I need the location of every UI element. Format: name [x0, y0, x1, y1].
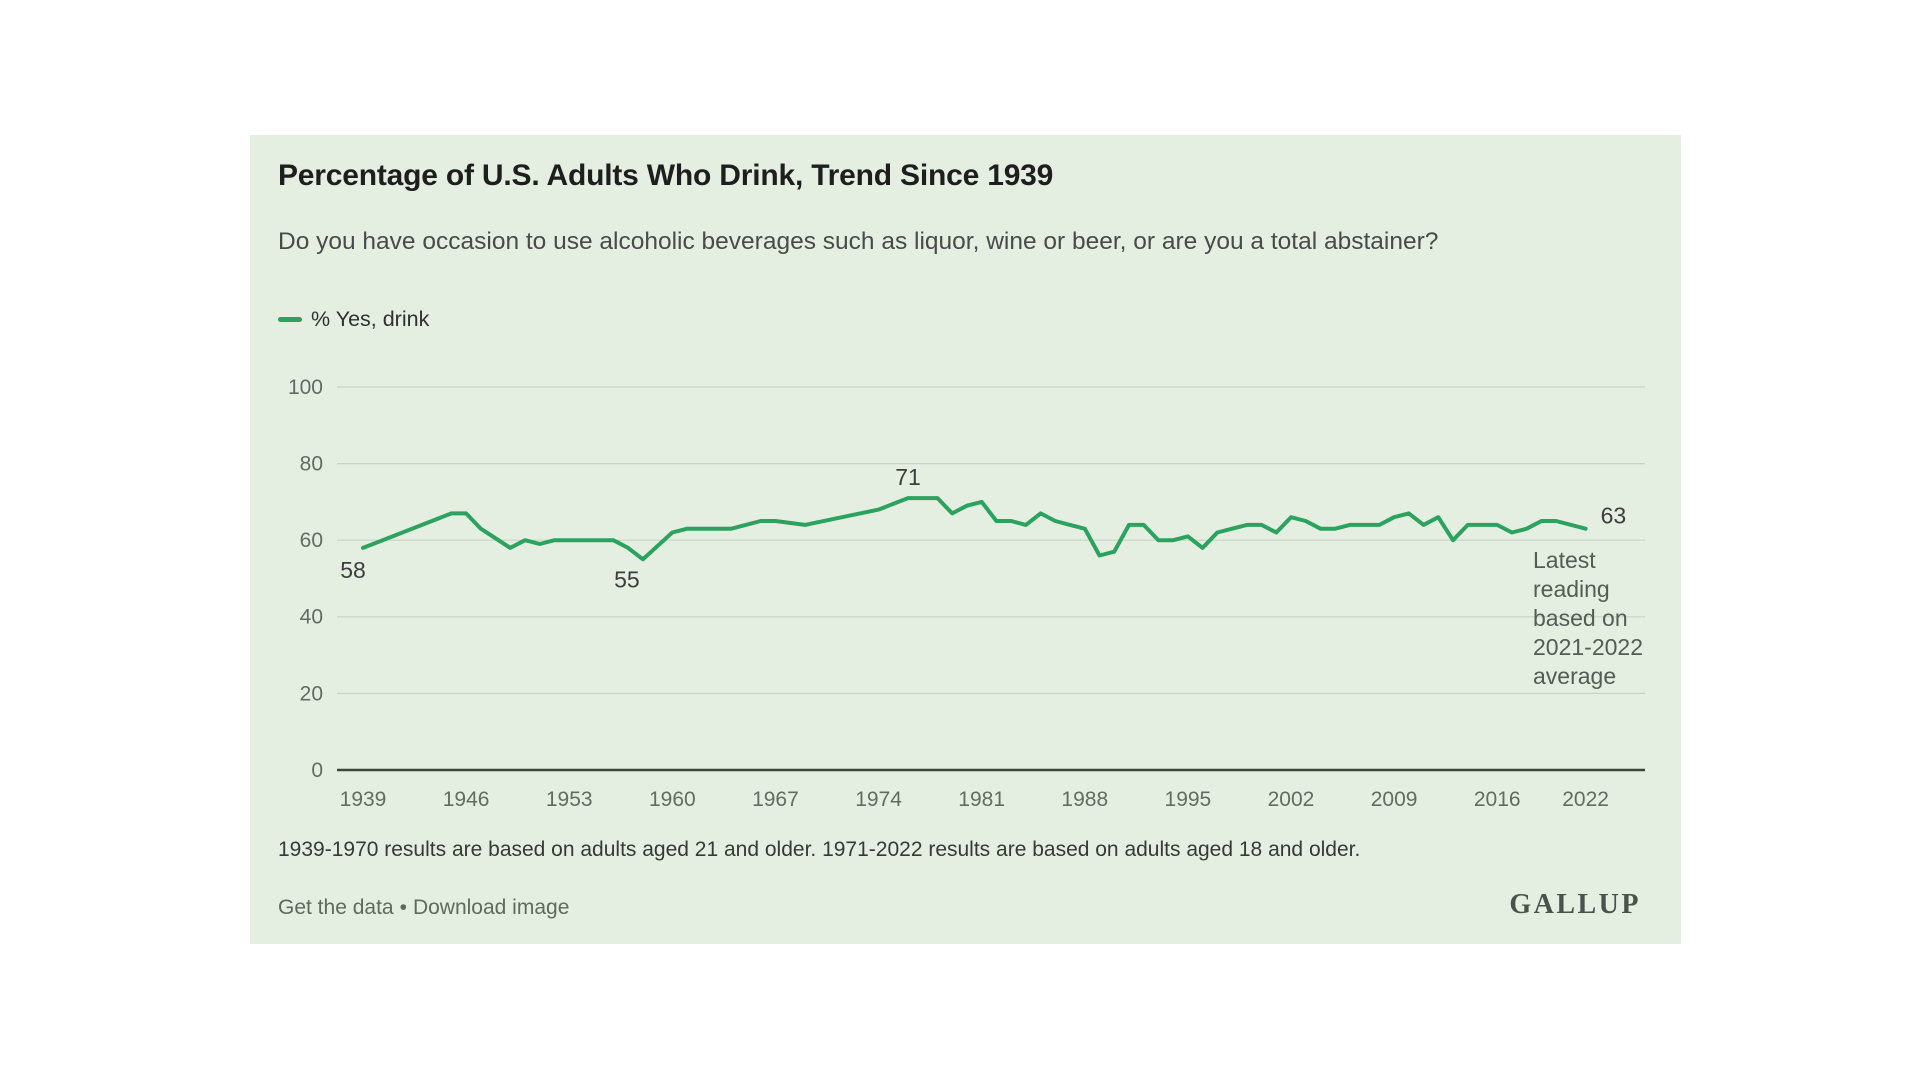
chart-title: Percentage of U.S. Adults Who Drink, Tre…: [278, 159, 1054, 192]
point-label: 63: [1601, 503, 1627, 529]
legend: % Yes, drink: [278, 307, 429, 332]
download-image-link[interactable]: Download image: [412, 896, 570, 919]
legend-label: % Yes, drink: [311, 307, 430, 331]
trend-chart-svg: 0 20 40 60 80 100 1939 1946 1953 1960 1967 1974 1981…: [288, 376, 1645, 811]
chart-card: Percentage of U.S. Adults Who Drink, Tre…: [250, 135, 1681, 944]
footer-links: Get the data • Download image: [278, 896, 569, 920]
x-tick-label: 1946: [443, 788, 490, 811]
point-label: 55: [614, 566, 640, 592]
get-the-data-link[interactable]: Get the data: [278, 896, 394, 919]
y-tick-label: 60: [300, 529, 323, 552]
x-tick-label: 2009: [1371, 788, 1418, 811]
link-separator: •: [399, 896, 407, 919]
legend-line-swatch-icon: [278, 317, 302, 322]
x-tick-label: 1988: [1061, 788, 1108, 811]
latest-reading-annotation: Latest reading based on 2021-2022 averag…: [1533, 547, 1643, 689]
x-tick-label: 2002: [1268, 788, 1315, 811]
y-tick-label: 100: [288, 376, 323, 399]
x-tick-label: 2016: [1474, 788, 1521, 811]
y-tick-label: 0: [311, 759, 323, 782]
x-tick-label: 2022: [1562, 788, 1609, 811]
series-line: [361, 496, 1588, 562]
y-tick-label: 40: [300, 606, 323, 629]
gallup-logo: GALLUP: [1509, 889, 1641, 920]
x-tick-label: 1974: [855, 788, 902, 811]
point-label: 71: [895, 464, 921, 490]
point-label: 58: [340, 557, 366, 583]
chart-question: Do you have occasion to use alcoholic be…: [278, 228, 1439, 255]
x-tick-label: 1960: [649, 788, 696, 811]
x-tick-label: 1967: [752, 788, 799, 811]
footnote: 1939-1970 results are based on adults ag…: [278, 838, 1361, 861]
x-tick-label: 1939: [340, 788, 387, 811]
y-tick-label: 20: [300, 682, 323, 705]
y-tick-label: 80: [300, 453, 323, 476]
x-tick-label: 1981: [958, 788, 1005, 811]
x-tick-label: 1995: [1165, 788, 1212, 811]
x-tick-label: 1953: [546, 788, 593, 811]
trend-chart: 0 20 40 60 80 100 1939 1946 1953 1960 1967 1974 1981…: [250, 365, 1681, 825]
